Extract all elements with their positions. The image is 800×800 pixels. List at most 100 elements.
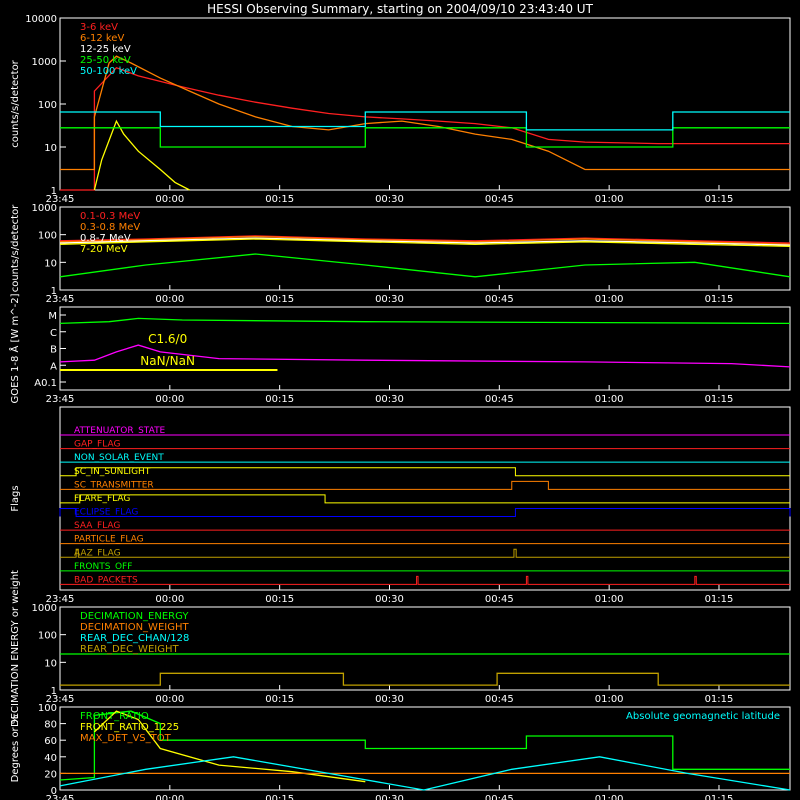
flag-label: ECLIPSE_FLAG <box>74 508 138 518</box>
legend-entry: 0.3-0.8 MeV <box>80 222 140 233</box>
x-tick-label: 23:45 <box>46 794 75 800</box>
y-tick-label: 0 <box>51 786 57 797</box>
flag-label: SC_IN_SUNLIGHT <box>74 467 151 477</box>
legend-entry: 0.8-7 MeV <box>80 233 131 244</box>
series-line <box>59 253 791 278</box>
legend-entry: 25-50 keV <box>80 55 131 66</box>
x-tick-label: 00:30 <box>375 394 404 405</box>
x-tick-label: 00:00 <box>155 394 184 405</box>
series-line <box>93 710 366 783</box>
x-tick-label: 01:15 <box>705 794 734 800</box>
flag-label: BAD_PACKETS <box>74 575 138 585</box>
x-tick-label: 00:30 <box>375 294 404 305</box>
x-tick-label: 00:45 <box>485 594 514 605</box>
x-tick-label: 00:00 <box>155 194 184 205</box>
x-tick-label: 00:15 <box>265 694 294 705</box>
legend-entry: REAR_DEC_CHAN/128 <box>80 633 189 644</box>
series-line <box>60 111 790 131</box>
flag-label: FLARE_FLAG <box>74 494 130 504</box>
legend-entry: FRONT_RATIO_1225 <box>80 722 179 733</box>
y-tick-label: 1 <box>51 186 57 197</box>
y-tick-label: 10 <box>44 658 57 669</box>
y-tick-label: 100 <box>38 231 57 242</box>
x-tick-label: 00:15 <box>265 594 294 605</box>
x-tick-label: 01:00 <box>595 694 624 705</box>
x-tick-label: 00:45 <box>485 794 514 800</box>
flag-line <box>59 508 791 517</box>
series-line <box>59 238 791 247</box>
y-axis-label: DECIMATION ENERGY or weight <box>10 570 21 727</box>
panel-frame-lowE <box>59 17 791 191</box>
y-tick-label: 1000 <box>32 57 57 68</box>
series-line <box>59 237 791 246</box>
y-tick-label: 1 <box>51 686 57 697</box>
legend-entry: Absolute geomagnetic latitude <box>626 711 780 722</box>
y-tick-label: 1000 <box>32 603 57 614</box>
y-axis-label: counts/s/detector <box>10 204 21 292</box>
flag-line <box>60 575 790 585</box>
x-tick-label: 00:45 <box>485 694 514 705</box>
y-tick-label: 100 <box>38 631 57 642</box>
y-tick-label: 60 <box>44 736 57 747</box>
flag-label: SC_TRANSMITTER <box>74 480 154 490</box>
legend-entry: 3-6 keV <box>80 22 118 33</box>
x-tick-label: 01:00 <box>595 294 624 305</box>
x-tick-label: 00:00 <box>155 794 184 800</box>
x-tick-label: 00:30 <box>375 594 404 605</box>
legend-entry: 0.1-0.3 MeV <box>80 211 140 222</box>
y-tick-label: A <box>50 361 57 372</box>
series-line <box>59 344 791 368</box>
x-tick-label: 00:30 <box>375 794 404 800</box>
y-tick-label: 100 <box>38 100 57 111</box>
x-tick-label: 00:00 <box>155 294 184 305</box>
y-tick-label: 40 <box>44 753 57 764</box>
x-tick-label: 00:00 <box>155 594 184 605</box>
series-line <box>93 119 190 191</box>
y-axis-label: Degrees or % <box>10 715 21 783</box>
legend-entry: FRONT_RATIO <box>80 711 149 722</box>
series-line <box>59 710 790 781</box>
x-tick-label: 23:45 <box>46 594 75 605</box>
y-tick-label: 10 <box>44 143 57 154</box>
legend-entry: REAR_DEC_WEIGHT <box>80 644 179 655</box>
flag-label: NON_SOLAR_EVENT <box>74 453 164 463</box>
panel-frame-flags <box>59 406 791 591</box>
flag-label: ATTENUATOR_STATE <box>74 426 166 436</box>
x-tick-label: 00:45 <box>485 294 514 305</box>
x-tick-label: 00:00 <box>155 694 184 705</box>
x-tick-label: 00:15 <box>265 294 294 305</box>
series-line <box>60 672 790 686</box>
x-tick-label: 00:15 <box>265 194 294 205</box>
x-tick-label: 23:45 <box>46 694 75 705</box>
y-axis-label: GOES 1-8 Å [W m^-2] <box>8 293 21 403</box>
x-tick-label: 00:30 <box>375 194 404 205</box>
legend-entry: 50-100 keV <box>80 66 137 77</box>
x-tick-label: 01:00 <box>595 794 624 800</box>
y-tick-label: 10000 <box>25 14 57 25</box>
y-tick-label: 20 <box>44 769 57 780</box>
panel-frame-highE <box>59 206 791 291</box>
flag-label: SAA_FLAG <box>74 521 120 531</box>
flag-label: PARTICLE_FLAG <box>74 535 144 545</box>
y-tick-label: B <box>50 345 57 356</box>
legend-entry: 6-12 keV <box>80 33 124 44</box>
x-tick-label: 01:00 <box>595 594 624 605</box>
y-tick-label: 1 <box>51 286 57 297</box>
y-tick-label: 10 <box>44 258 57 269</box>
flag-line <box>60 494 790 504</box>
y-tick-label: 1000 <box>32 203 57 214</box>
y-tick-label: 80 <box>44 720 57 731</box>
y-axis-label: counts/s/detector <box>10 59 21 147</box>
x-tick-label: 01:15 <box>705 594 734 605</box>
legend-entry: 12-25 keV <box>80 44 131 55</box>
legend-entry: DECIMATION_WEIGHT <box>80 622 189 633</box>
x-tick-label: 23:45 <box>46 194 75 205</box>
chart-title: HESSI Observing Summary, starting on 200… <box>207 2 593 16</box>
x-tick-label: 00:30 <box>375 694 404 705</box>
annotation: C1.6/0 <box>148 332 187 346</box>
x-tick-label: 23:45 <box>46 394 75 405</box>
y-tick-label: 100 <box>38 703 57 714</box>
y-tick-label: M <box>48 311 57 322</box>
series-line <box>59 235 791 245</box>
